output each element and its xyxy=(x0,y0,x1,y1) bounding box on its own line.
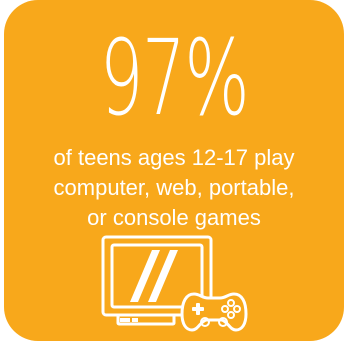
description-line-1: of teens ages 12-17 play xyxy=(53,145,295,170)
stat-description: of teens ages 12-17 play computer, web, … xyxy=(14,143,334,233)
description-line-2: computer, web, portable, xyxy=(53,175,295,200)
description-line-3: or console games xyxy=(87,205,261,230)
game-controller-icon xyxy=(180,292,248,332)
tv-icon xyxy=(101,235,213,326)
stat-value: 97% xyxy=(99,17,250,139)
gaming-illustration xyxy=(101,235,248,332)
stat-card: 97% of teens ages 12-17 play computer, w… xyxy=(4,0,344,341)
